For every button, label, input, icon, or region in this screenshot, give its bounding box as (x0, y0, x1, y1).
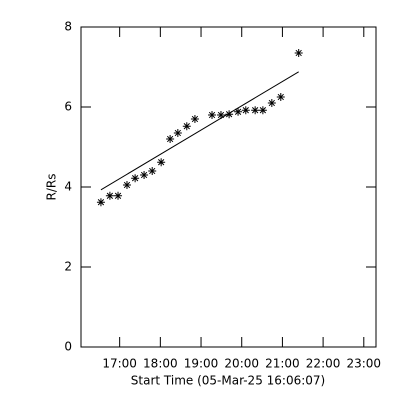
y-tick-label: 6 (64, 100, 72, 114)
y-axis-label: R/Rs (45, 174, 59, 201)
x-tick-label: 20:00 (224, 357, 259, 371)
y-tick-label: 0 (64, 340, 72, 354)
x-tick-label: 19:00 (184, 357, 219, 371)
data-point (166, 135, 175, 143)
x-tick-label: 22:00 (306, 357, 341, 371)
y-tick-label: 2 (64, 260, 72, 274)
data-point (122, 181, 131, 189)
data-point (251, 106, 260, 115)
data-point (294, 49, 303, 57)
data-point (216, 111, 225, 119)
x-tick-label: 21:00 (265, 357, 300, 371)
data-point (140, 171, 149, 179)
data-point (131, 174, 140, 183)
data-point (258, 106, 267, 115)
x-tick-label: 23:00 (346, 357, 381, 371)
x-axis-label: Start Time (05-Mar-25 16:06:07) (131, 374, 325, 388)
data-point (157, 158, 166, 167)
data-point (182, 122, 191, 131)
data-point (234, 107, 243, 116)
y-tick-label: 4 (64, 180, 72, 194)
data-point (241, 106, 250, 115)
data-point (148, 167, 157, 175)
x-tick-label: 18:00 (143, 357, 178, 371)
data-point (105, 191, 114, 200)
data-point (208, 111, 217, 119)
y-tick-label: 8 (64, 20, 72, 34)
data-point (190, 115, 199, 123)
x-tick-label: 17:00 (102, 357, 137, 371)
data-point (114, 191, 123, 200)
data-point (267, 99, 276, 107)
data-point (225, 110, 234, 119)
data-point (173, 129, 182, 137)
data-point (96, 198, 105, 207)
data-point (276, 93, 285, 101)
fit-line (100, 71, 299, 191)
